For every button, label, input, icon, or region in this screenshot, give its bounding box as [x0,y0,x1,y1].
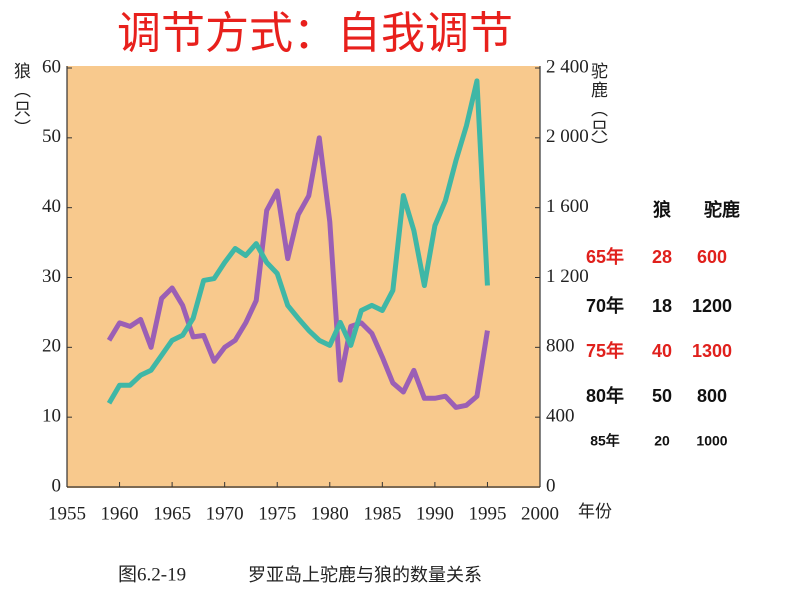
x-axis-label: 年份 [578,502,612,522]
y-tick-label: 50 [42,126,61,147]
x-tick-label: 1995 [468,503,506,524]
table-cell: 600 [697,247,727,267]
plot-background [67,66,540,488]
caption: 罗亚岛上驼鹿与狼的数量关系 [248,565,482,586]
table-cell: 1200 [692,296,732,316]
y2-tick-label: 1 200 [546,266,589,287]
y-tick-label: 20 [42,336,61,357]
x-tick-label: 1980 [311,503,349,524]
y2-tick-label: 1 600 [546,196,589,217]
table-cell: 28 [652,247,672,267]
table-cell: 85年 [590,433,620,449]
table-cell: 75年 [586,340,624,361]
series-line [106,78,490,405]
y-tick-label: 60 [42,56,61,77]
x-tick-label: 1965 [153,503,191,524]
y2-tick-label: 2 400 [546,56,589,77]
y2-tick-label: 400 [546,406,575,427]
table-cell: 18 [652,296,672,316]
y-tick-label: 40 [42,196,61,217]
y-tick-label: 0 [52,475,62,496]
x-tick-label: 1955 [48,503,86,524]
series-line [106,135,490,410]
table-cell: 800 [697,386,727,406]
table-cell: 40 [652,341,672,361]
table-header: 狼 [653,199,672,220]
table-cell: 20 [654,433,670,449]
x-tick-label: 1985 [363,503,401,524]
x-tick-label: 1990 [416,503,454,524]
y-tick-label: 10 [42,406,61,427]
y-axis-label: 狼（只） [10,62,31,138]
y2-tick-label: 0 [546,475,556,496]
y2-tick-label: 800 [546,336,575,357]
table-cell: 1000 [696,433,727,449]
table-cell: 50 [652,386,672,406]
table-cell: 65年 [586,246,624,267]
table-cell: 1300 [692,341,732,361]
x-tick-label: 1975 [258,503,296,524]
x-tick-label: 2000 [521,503,559,524]
table-cell: 80年 [586,385,624,406]
y2-tick-label: 2 000 [546,126,589,147]
table-cell: 70年 [586,295,624,316]
x-tick-label: 1970 [206,503,244,524]
caption-number: 图6.2-19 [118,564,186,585]
table-header: 驼鹿 [704,199,740,220]
x-tick-label: 1960 [101,503,139,524]
slide-title: 调节方式：自我调节 [117,8,513,59]
y2-axis-label: 驼鹿（只） [587,62,608,157]
y-tick-label: 30 [42,266,61,287]
